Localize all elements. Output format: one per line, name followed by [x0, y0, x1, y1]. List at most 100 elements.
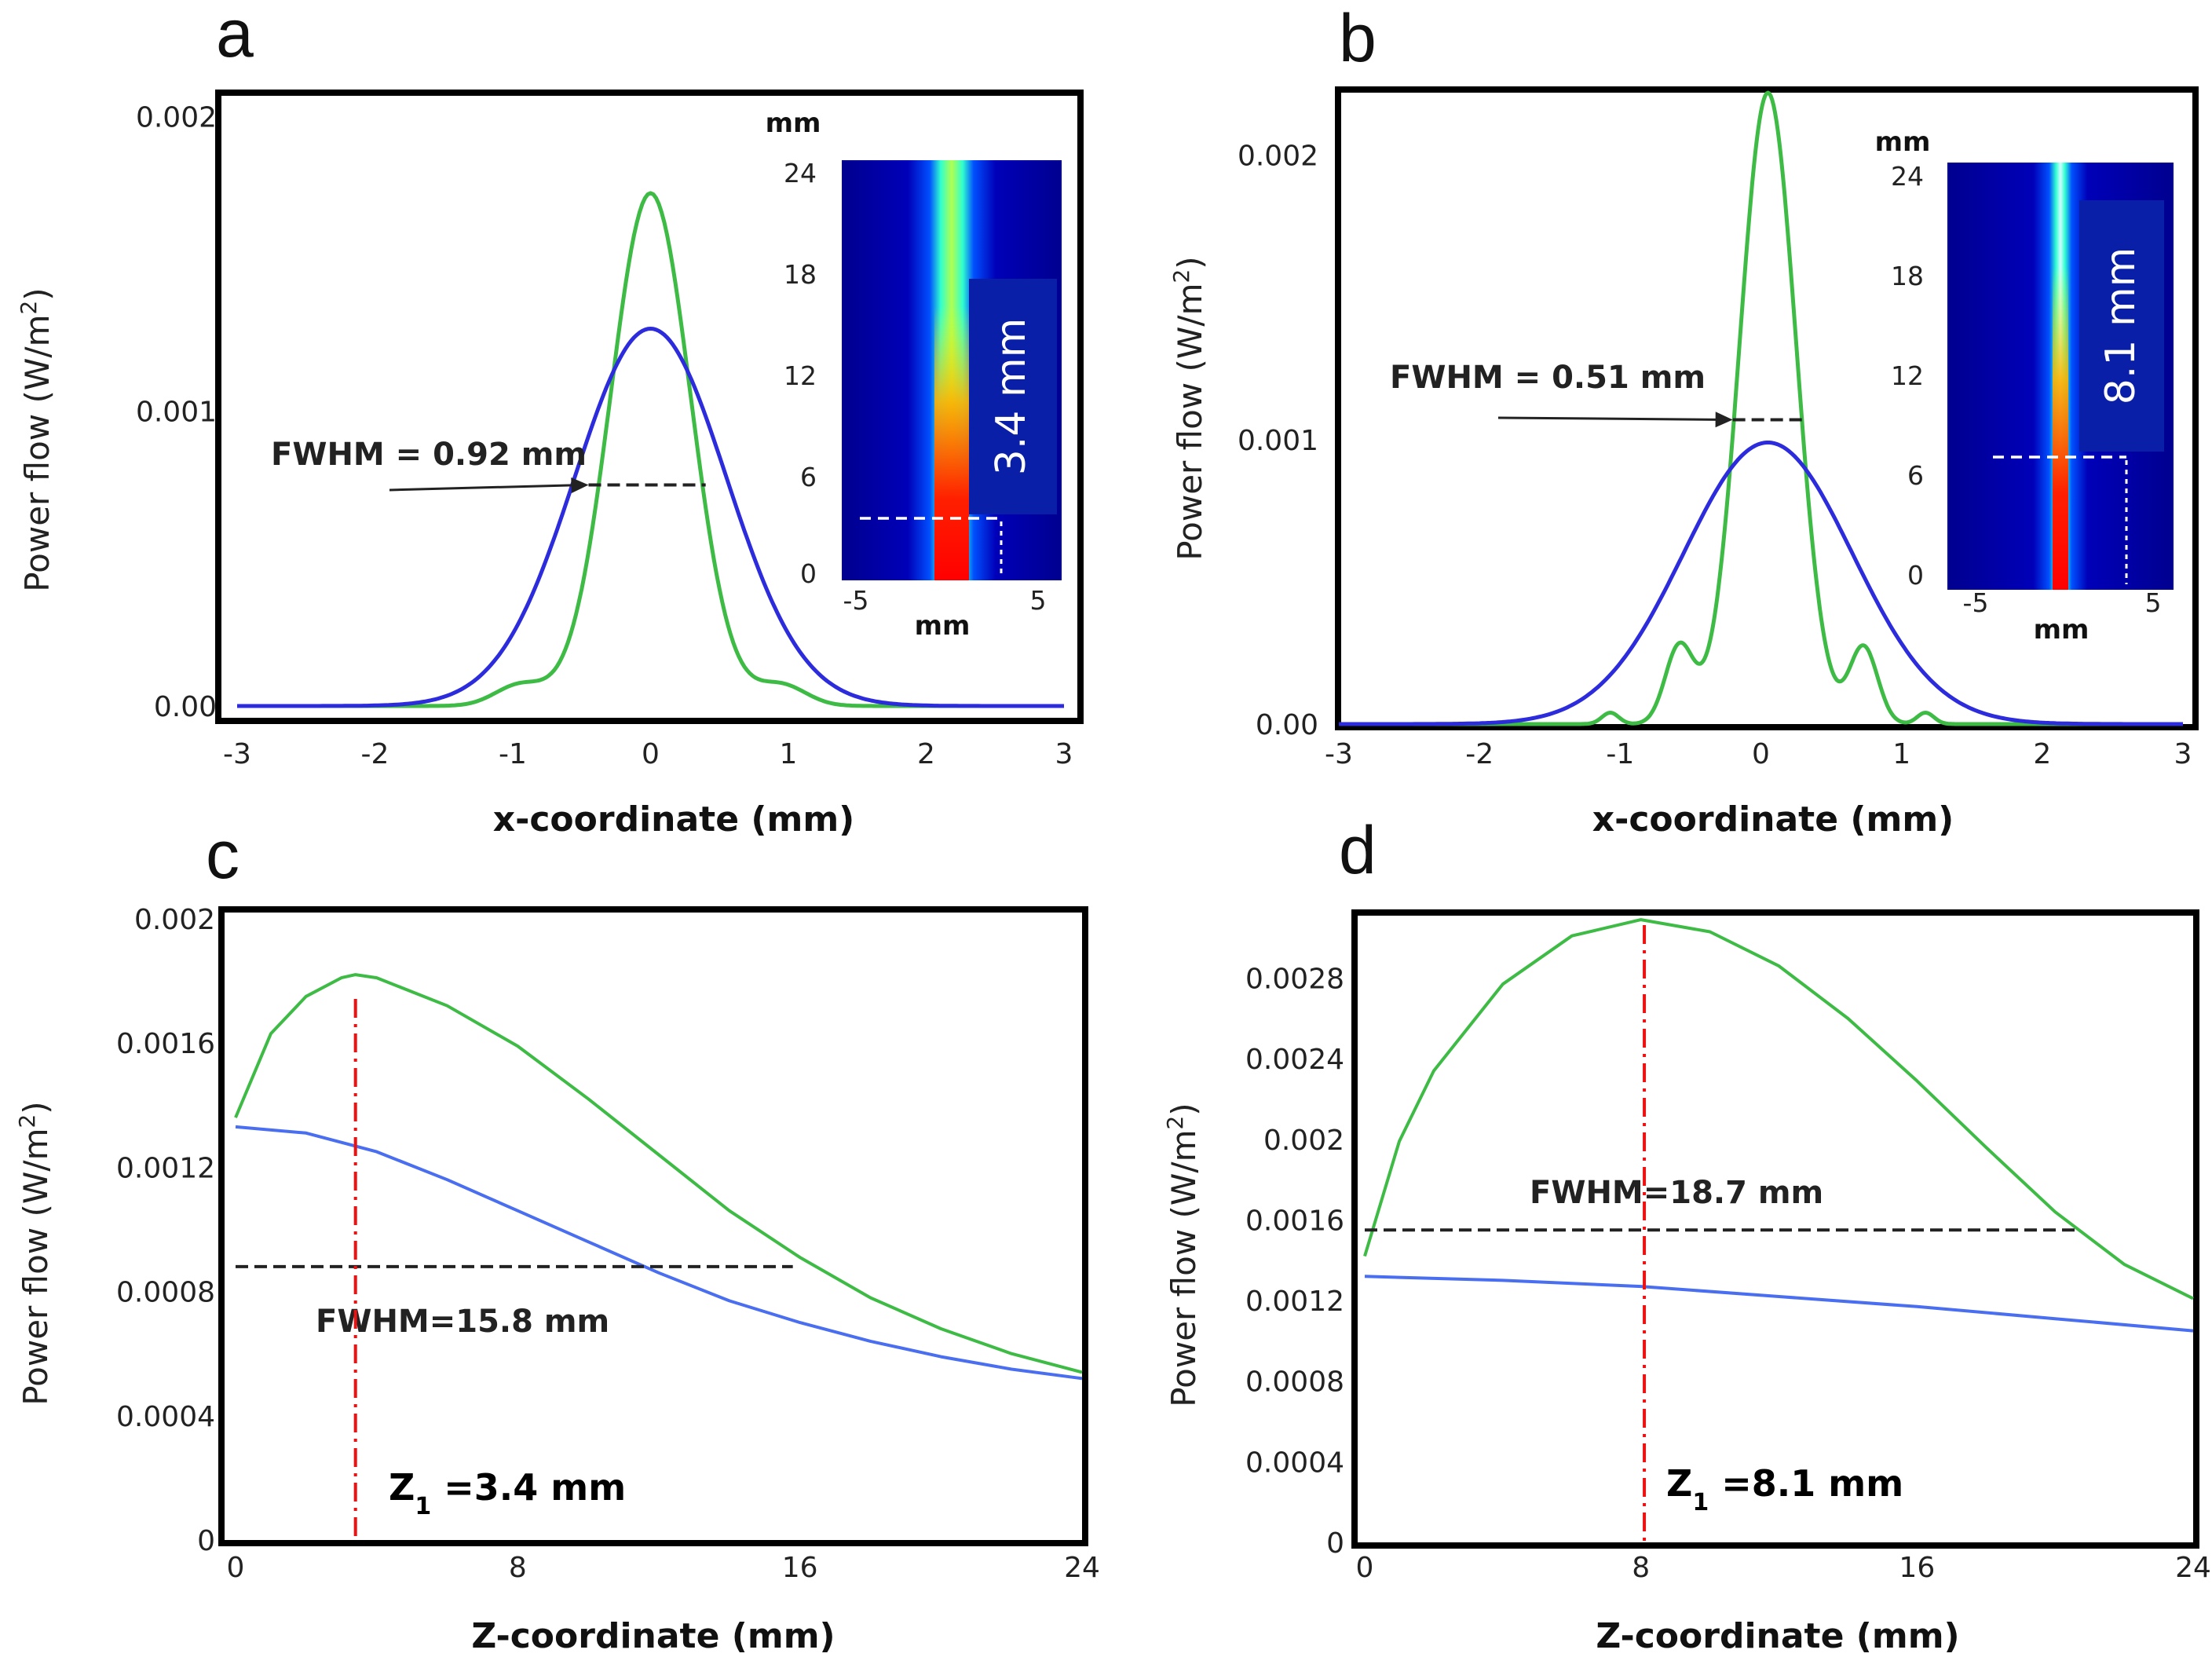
fwhm-label: FWHM = 0.92 mm: [271, 437, 587, 473]
fwhm-label: FWHM=18.7 mm: [1530, 1175, 1823, 1211]
inset-x-unit: mm: [915, 610, 971, 642]
panel-letter: b: [1339, 1, 1377, 76]
y-tick-label: 0.0008: [1245, 1366, 1344, 1399]
y-tick-label: 0.0028: [1245, 964, 1344, 996]
inset-distance-label: 3.4 mm: [988, 318, 1035, 476]
y-tick-label: 0: [1326, 1527, 1344, 1560]
y-axis-label: Power flow (W/m2): [14, 1101, 56, 1405]
x-tick-label: 0: [227, 1552, 245, 1584]
x-tick-label: 3: [2174, 738, 2192, 770]
x-axis-label: Z-coordinate (mm): [471, 1616, 835, 1656]
inset-focus-core: [934, 306, 969, 580]
series-group: [1363, 918, 2194, 1333]
inset-y-tick: 18: [1891, 261, 1924, 291]
y-tick-label: 0.0008: [116, 1277, 215, 1309]
field-map-inset: 3.4 mm mm mm 24 18 12 6 0 -5 5: [766, 108, 1062, 642]
series-line-blue: [1364, 1275, 2194, 1333]
series-group: [237, 191, 1064, 708]
inset-y-tick: 24: [784, 158, 817, 188]
inset-y-tick: 12: [1891, 360, 1924, 391]
x-tick-label: 24: [2175, 1552, 2211, 1584]
inset-y-tick: 6: [1907, 460, 1924, 491]
x-tick-labels: 0 8 16 24: [227, 1552, 1100, 1584]
x-tick-label: -1: [1606, 738, 1634, 770]
x-tick-label: -3: [1325, 738, 1353, 770]
field-map-inset: 8.1 mm mm mm 24 18 12 6 0 -5 5: [1875, 126, 2174, 646]
y-axis-label: Power flow (W/m2): [1162, 1103, 1204, 1406]
x-tick-label: 1: [780, 738, 798, 770]
fwhm-arrowhead: [1715, 412, 1733, 428]
x-tick-label: 0: [1356, 1552, 1374, 1584]
panel-d: d 0 8 16 24 00.00040.00080.00120.00160.0020…: [1162, 813, 2211, 1656]
x-tick-label: 2: [2033, 738, 2051, 770]
x-tick-label: 0: [642, 738, 660, 770]
y-tick-label: 0.0004: [116, 1401, 215, 1433]
y-tick-label: 0: [197, 1525, 215, 1557]
y-axis-label: Power flow (W/m2): [1168, 256, 1210, 560]
x-tick-label: 1: [1892, 738, 1910, 770]
x-tick-label: 8: [509, 1552, 527, 1584]
inset-y-tick: 24: [1891, 161, 1924, 192]
inset-y-unit: mm: [766, 108, 821, 139]
y-tick-label: 0.002: [1238, 141, 1318, 173]
inset-y-tick: 0: [1907, 560, 1924, 591]
fwhm-annotation: FWHM = 0.92 mm: [271, 437, 706, 494]
focus-distance-label: Z1 =8.1 mm: [1666, 1462, 1903, 1516]
inset-distance-label: 8.1 mm: [2097, 247, 2144, 405]
series-line-green: [1363, 918, 2194, 1300]
inset-y-unit: mm: [1875, 126, 1931, 158]
panel-letter: c: [206, 818, 239, 893]
inset-y-tick: 18: [784, 259, 817, 290]
fwhm-arrow: [1497, 416, 1728, 421]
y-tick-labels: 0 0.0004 0.0008 0.0012 0.0016 0.002: [116, 904, 215, 1557]
series-group: [234, 973, 1083, 1381]
series-line-blue: [237, 327, 1064, 708]
series-line-green: [234, 973, 1083, 1374]
y-tick-label: 0.002: [1263, 1125, 1344, 1157]
y-tick-label: 0.002: [136, 101, 217, 134]
x-axis-label: Z-coordinate (mm): [1596, 1616, 1959, 1656]
series-group: [1338, 90, 2184, 726]
y-tick-labels: 0 0.0004 0.0008 0.0012 0.0016 0.002 0.0024 0.00…: [1245, 964, 1344, 1560]
inset-label-box: [969, 279, 1057, 514]
fwhm-arrow: [389, 483, 584, 492]
x-tick-label: 3: [1055, 738, 1073, 770]
inset-y-tick: 12: [784, 360, 817, 391]
fwhm-label: FWHM = 0.51 mm: [1390, 360, 1706, 396]
inset-x-tick: 5: [2145, 587, 2162, 618]
series-line-blue: [1339, 441, 2183, 726]
x-tick-label: -2: [1465, 738, 1494, 770]
panel-letter: d: [1339, 813, 1377, 888]
y-tick-label: 0.00: [154, 691, 217, 723]
x-tick-label: 2: [917, 738, 935, 770]
y-tick-labels: 0.00 0.001 0.002: [136, 101, 217, 723]
inset-focus-core: [2053, 267, 2068, 590]
fwhm-label: FWHM=15.8 mm: [316, 1304, 609, 1340]
inset-label-box: [2079, 200, 2164, 452]
inset-y-tick: 6: [800, 462, 817, 492]
panel-c: c 0 8 16 24 00.00040.00080.00120.00160.002 …: [14, 818, 1100, 1656]
y-tick-label: 0.0024: [1245, 1044, 1344, 1076]
x-tick-label: -2: [361, 738, 389, 770]
y-tick-label: 0.002: [134, 904, 215, 936]
y-axis-label: Power flow (W/m2): [16, 287, 57, 591]
y-tick-label: 0.0016: [116, 1028, 215, 1060]
y-tick-label: 0.0016: [1245, 1205, 1344, 1237]
fwhm-annotation: FWHM=18.7 mm: [1365, 925, 2079, 1542]
y-tick-label: 0.0012: [116, 1152, 215, 1184]
inset-x-tick: -5: [843, 585, 869, 616]
plot-frame: [218, 906, 1088, 1546]
y-tick-labels: 0.00 0.001 0.002: [1238, 141, 1318, 741]
fwhm-arrowhead: [571, 477, 589, 494]
x-tick-label: 16: [782, 1552, 818, 1584]
x-tick-labels: -3 -2 -1 0 1 2 3: [223, 738, 1073, 770]
x-tick-label: 0: [1752, 738, 1770, 770]
x-tick-label: 8: [1632, 1552, 1650, 1584]
fwhm-annotation: FWHM=15.8 mm: [236, 999, 793, 1540]
x-axis-label: x-coordinate (mm): [1592, 799, 1954, 840]
inset-y-tick: 0: [800, 558, 817, 589]
x-tick-label: 16: [1899, 1552, 1935, 1584]
